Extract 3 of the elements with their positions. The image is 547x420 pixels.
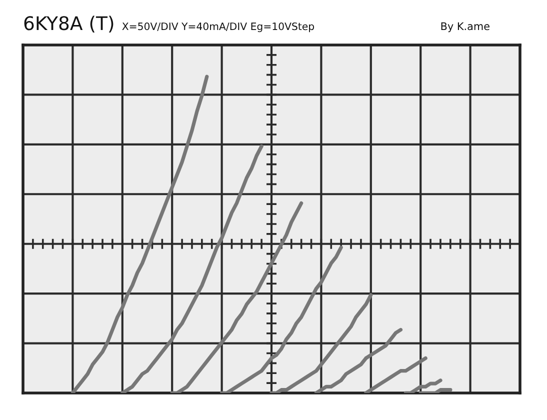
chart-title: 6KY8A (T) — [24, 16, 114, 32]
text: By K.ame — [441, 22, 490, 32]
chart-subtitle: X=50V/DIV Y=40mA/DIV Eg=10VStep — [122, 22, 314, 32]
